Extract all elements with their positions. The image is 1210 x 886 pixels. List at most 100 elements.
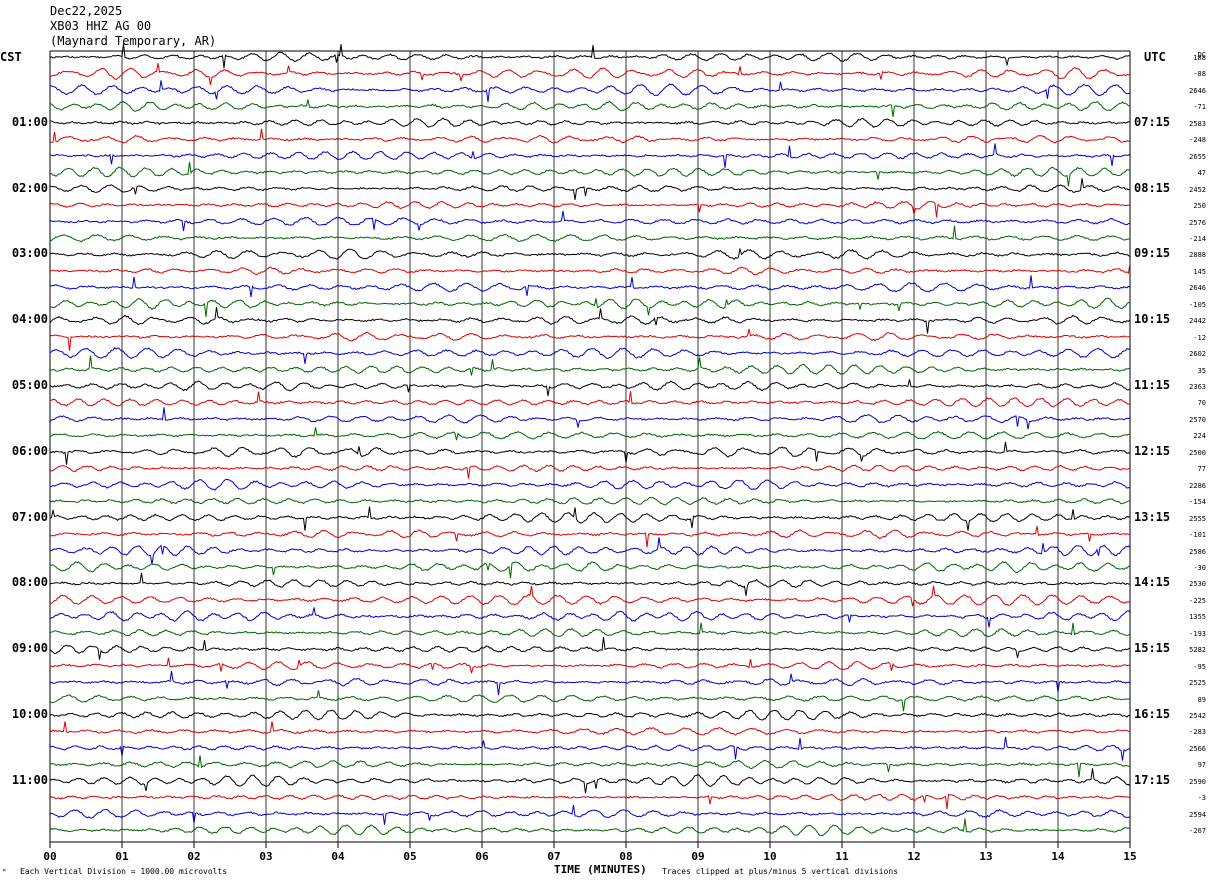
trace-line	[49, 818, 1131, 837]
right-hour-label: 07:15	[1134, 114, 1171, 129]
dc-offset-value: 2646	[1189, 86, 1206, 95]
trace-line	[49, 200, 1131, 218]
right-hour-label: 16:15	[1134, 707, 1171, 721]
trace-line	[49, 671, 1131, 696]
right-hour-label: 12:15	[1134, 443, 1171, 458]
seismic-traces	[49, 43, 1131, 837]
trace-line	[49, 561, 1131, 579]
dc-offset-value: 77	[1197, 465, 1206, 474]
x-tick-label: 12	[907, 850, 920, 863]
dc-offset-value: 2602	[1189, 350, 1206, 359]
x-tick-label: 09	[691, 850, 704, 863]
trace-line	[49, 657, 1131, 674]
x-tick-label: 05	[403, 850, 416, 863]
dc-offset-value: 35	[1197, 366, 1206, 375]
left-hour-label: 11:00	[11, 772, 48, 787]
dc-offset-value: 2525	[1189, 679, 1206, 688]
left-hour-label: 06:00	[11, 443, 48, 458]
dc-offset-value: -12	[1193, 333, 1206, 342]
dc-offset-value: 250	[1193, 202, 1206, 211]
dc-offset-value: 2655	[1189, 152, 1206, 161]
trace-line	[49, 297, 1131, 318]
right-hour-label: 11:15	[1134, 378, 1171, 392]
trace-line	[49, 391, 1131, 408]
dc-offset-value: 2363	[1189, 383, 1206, 391]
dc-offset-value: -105	[1189, 300, 1206, 309]
dc-offset-value: 2646	[1189, 284, 1206, 293]
dc-offset-value: -248	[1189, 136, 1206, 145]
dc-offset-value: 89	[1197, 695, 1206, 704]
dc-offset-value: 2594	[1189, 810, 1206, 819]
x-tick-label: 10	[763, 850, 776, 863]
left-hour-label: 05:00	[11, 378, 48, 392]
x-tick-label: 13	[979, 850, 992, 863]
trace-line	[49, 225, 1131, 243]
trace-line	[49, 496, 1131, 506]
dc-offset-value: 2530	[1189, 580, 1206, 589]
trace-line	[49, 736, 1131, 761]
dc-offset-value: 2286	[1189, 481, 1206, 490]
clip-note: Traces clipped at plus/minus 5 vertical …	[662, 867, 899, 876]
dc-offset-value: -71	[1193, 103, 1206, 112]
dc-offset-value: 2452	[1189, 185, 1206, 194]
dc-offset-value: -283	[1189, 728, 1206, 737]
trace-line	[49, 537, 1131, 565]
trace-line	[49, 63, 1131, 86]
trace-line	[49, 709, 1131, 721]
dc-offset-value: 2888	[1189, 251, 1206, 260]
trace-line	[49, 622, 1131, 638]
trace-line	[49, 178, 1131, 201]
trace-line	[49, 210, 1131, 232]
dc-offset-value: -30	[1193, 563, 1206, 572]
x-axis-ticks: 00 01 02 03 04 05 06 07 08 09 10 11 12 13 14 15	[43, 842, 1137, 863]
x-axis-title: TIME (MINUTES)	[554, 863, 647, 876]
x-tick-label: 04	[331, 850, 345, 863]
dc-offset-value: -267	[1189, 827, 1206, 836]
left-hour-label: 09:00	[11, 641, 48, 656]
trace-line	[49, 768, 1131, 794]
trace-line	[49, 464, 1131, 479]
trace-line	[49, 43, 1131, 69]
x-tick-label: 02	[187, 850, 200, 863]
right-hour-label: 13:15	[1134, 509, 1171, 524]
x-tick-label: 03	[259, 850, 272, 863]
right-hour-label: 15:15	[1134, 641, 1171, 656]
dc-offset-value: 2586	[1189, 547, 1206, 556]
trace-line	[49, 637, 1131, 660]
trace-line	[49, 347, 1131, 364]
left-hour-label: 03:00	[11, 246, 48, 261]
dc-offset-value: 2542	[1189, 712, 1206, 720]
dc-offset-value: -101	[1189, 531, 1206, 540]
trace-line	[49, 526, 1131, 548]
right-hour-label: 14:15	[1134, 575, 1171, 590]
dc-offset-header: DC	[1197, 51, 1206, 59]
trace-line	[49, 355, 1131, 376]
dc-offset-value: 2566	[1189, 744, 1206, 753]
trace-line	[49, 427, 1131, 441]
dc-offset-value: 1355	[1189, 613, 1206, 622]
left-hour-label: 02:00	[11, 180, 48, 195]
dc-offset-value: 70	[1197, 399, 1206, 408]
dc-offset-value: 47	[1197, 169, 1206, 178]
left-timezone-label: CST	[0, 50, 22, 64]
dc-offset-value: -3	[1197, 794, 1206, 803]
dc-offset-value: -88	[1193, 70, 1206, 79]
right-hour-label: 10:15	[1134, 312, 1171, 327]
station-code: XB03 HHZ AG 00	[50, 19, 152, 33]
trace-line	[49, 161, 1131, 187]
trace-line	[49, 248, 1131, 261]
right-timezone-label: UTC	[1144, 50, 1166, 64]
trace-line	[49, 262, 1131, 276]
dc-offset-value: -214	[1189, 234, 1206, 243]
record-date: Dec22,2025	[50, 4, 123, 18]
trace-line	[49, 128, 1131, 144]
dc-offset-value: -225	[1189, 596, 1206, 605]
left-hour-label: 08:00	[11, 575, 48, 590]
trace-line	[49, 143, 1131, 168]
trace-line	[49, 275, 1131, 297]
trace-line	[49, 407, 1131, 430]
trace-line	[49, 117, 1131, 129]
trace-line	[49, 607, 1131, 628]
x-tick-label: 15	[1123, 850, 1136, 863]
